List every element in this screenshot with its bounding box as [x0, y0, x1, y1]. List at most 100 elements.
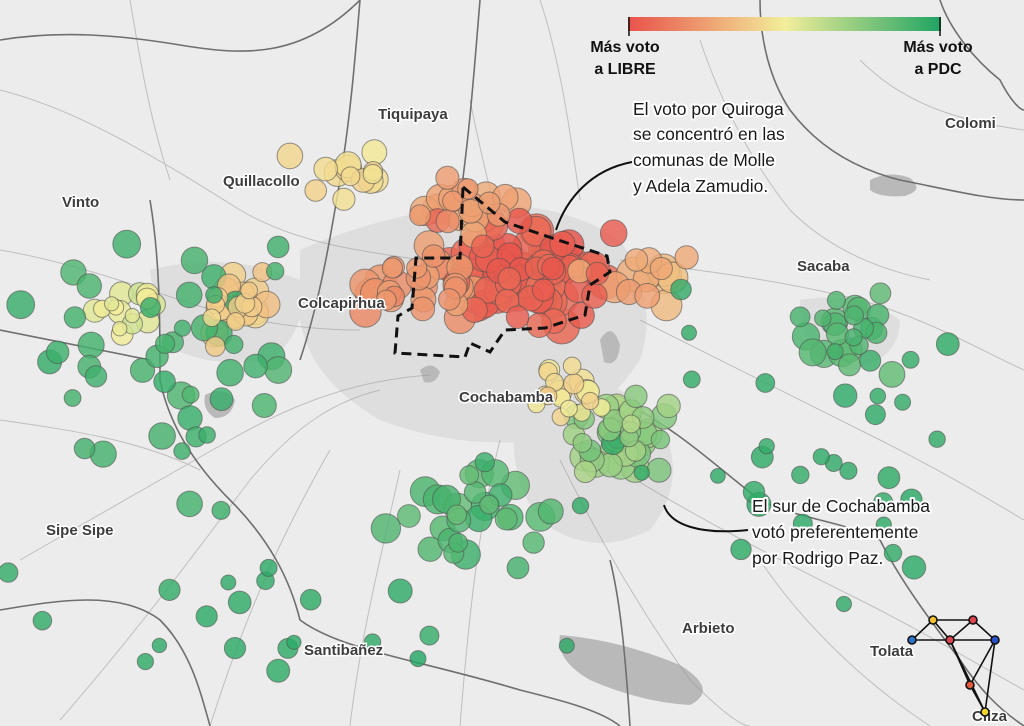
place-label-arbieto: Arbieto — [682, 620, 735, 637]
vote-circle — [205, 286, 223, 304]
vote-circle — [624, 248, 649, 272]
vote-circle — [558, 637, 575, 654]
vote-circle — [362, 164, 383, 185]
place-label-cochabamba: Cochabamba — [459, 389, 554, 406]
vote-circle — [839, 461, 858, 480]
vote-circle — [375, 289, 397, 311]
vote-circle — [299, 588, 322, 611]
vote-circle — [158, 578, 181, 602]
vote-circle — [84, 365, 108, 388]
vote-circle — [674, 245, 699, 270]
vote-circle — [209, 387, 234, 412]
vote-circle — [438, 288, 461, 311]
place-label-santibanez: Santibañez — [304, 642, 383, 659]
annotation-quiroga-line: El voto por Quiroga — [633, 99, 784, 119]
vote-circle — [419, 625, 440, 646]
vote-circle — [581, 282, 608, 309]
vote-circle — [656, 393, 681, 419]
vote-circle — [562, 356, 582, 376]
vote-circle — [901, 350, 920, 369]
vote-circle — [198, 426, 216, 444]
vote-circle — [649, 256, 673, 281]
vote-circle — [148, 422, 176, 450]
vote-circle — [900, 488, 923, 511]
vote-circle — [758, 438, 775, 455]
vote-circle — [573, 460, 597, 484]
vote-circle — [216, 358, 244, 387]
vote-circle — [243, 353, 268, 379]
annotation-quiroga-line: se concentró en las — [633, 124, 785, 144]
vote-circle — [387, 578, 413, 604]
vote-circle — [124, 308, 140, 324]
vote-circle — [173, 319, 191, 337]
vote-circle — [181, 385, 200, 404]
vote-circle — [571, 497, 590, 515]
vote-circle — [195, 605, 218, 628]
vote-circle — [599, 219, 628, 247]
vote-circle — [140, 297, 161, 318]
vote-circle — [812, 448, 830, 466]
place-label-colcapirhua: Colcapirhua — [298, 295, 385, 312]
vote-circle — [506, 207, 533, 234]
vote-circle — [313, 156, 339, 182]
vote-circle — [670, 278, 692, 301]
vote-circle — [224, 334, 244, 355]
vote-circle — [340, 166, 361, 187]
annotation-quiroga-line: y Adela Zamudio. — [633, 176, 768, 196]
vote-circle — [175, 281, 203, 309]
vote-circle — [792, 513, 813, 534]
vote-circle — [32, 610, 53, 631]
place-label-colomi: Colomi — [945, 115, 996, 132]
vote-circle — [177, 405, 203, 431]
vote-circle — [537, 498, 564, 525]
vote-circle — [869, 282, 892, 305]
vote-circle — [527, 395, 546, 414]
vote-circle — [112, 321, 128, 337]
vote-circle — [276, 142, 304, 170]
vote-circle — [63, 306, 87, 329]
vote-circle — [361, 139, 388, 166]
vote-circle — [567, 301, 595, 329]
vote-circle — [894, 393, 912, 411]
vote-circle — [742, 480, 766, 504]
vote-circle — [791, 465, 810, 485]
vote-circle — [409, 204, 431, 227]
vote-circle — [826, 343, 844, 361]
vote-circle — [227, 590, 252, 615]
annotation-sur-line: votó preferentemente — [752, 522, 918, 542]
vote-circle — [844, 328, 863, 347]
vote-circle — [835, 595, 853, 613]
vote-circle — [266, 262, 285, 281]
vote-circle — [173, 442, 191, 460]
vote-circle — [506, 556, 530, 580]
vote-circle — [211, 500, 231, 520]
vote-circle — [560, 399, 578, 418]
vote-circle — [875, 516, 892, 533]
legend-left-line2: a LIBRE — [594, 61, 656, 78]
molle-zamudio-outline — [393, 183, 612, 359]
vote-circle — [155, 333, 176, 354]
vote-circle — [826, 290, 846, 310]
vote-circle — [471, 234, 495, 259]
vote-circle — [624, 384, 648, 408]
place-label-tolata: Tolata — [870, 643, 914, 660]
vote-circle — [259, 558, 278, 577]
vote-circle — [180, 246, 209, 275]
vote-circle — [442, 190, 464, 212]
vote-circle — [646, 457, 672, 483]
vote-circle — [682, 370, 701, 389]
place-label-cliza: Cliza — [972, 708, 1008, 725]
water-bodies — [204, 174, 917, 705]
vote-circle — [435, 209, 460, 234]
vote-circle — [479, 494, 499, 515]
vote-circle — [421, 244, 446, 268]
vote-circle — [63, 389, 82, 407]
vote-circle — [541, 256, 565, 281]
vote-circle — [104, 296, 120, 312]
vote-circle — [814, 309, 832, 327]
vote-circle — [838, 353, 861, 377]
vote-circle — [928, 430, 946, 448]
color-legend: Más voto a LIBRE Más voto a PDC — [590, 17, 973, 78]
vote-circle — [494, 507, 518, 531]
